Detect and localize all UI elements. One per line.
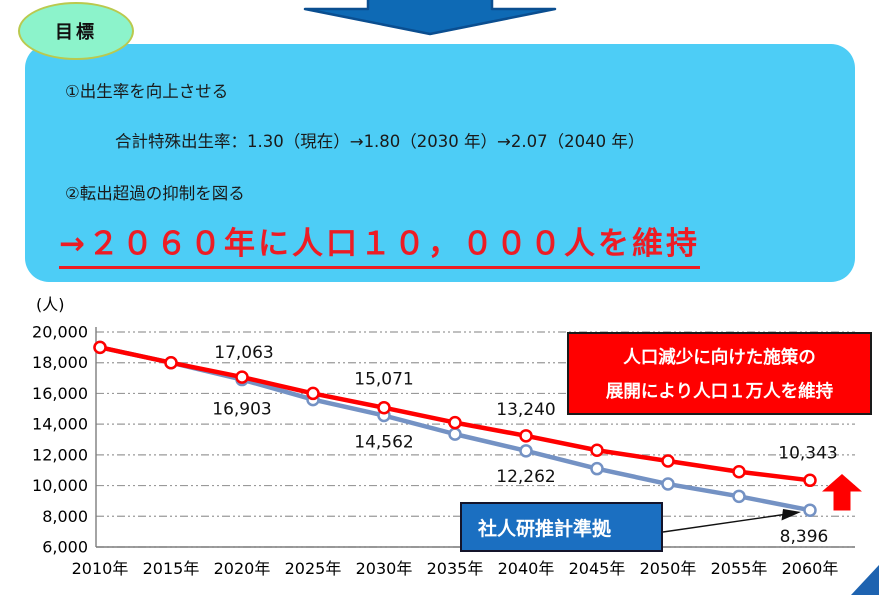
data-point-marker — [661, 454, 675, 468]
policy-callout: 人口減少に向けた施策の 展開により人口１万人を維持 — [567, 332, 872, 415]
x-tick-label: 2010年 — [72, 559, 129, 578]
up-arrow-icon — [822, 474, 862, 511]
y-tick-label: 20,000 — [32, 323, 88, 342]
policy-callout-line2: 展開により人口１万人を維持 — [605, 382, 834, 403]
data-point-marker — [306, 386, 320, 401]
x-tick-label: 2060年 — [782, 559, 839, 578]
y-tick-label: 16,000 — [32, 384, 88, 403]
y-tick-label: 14,000 — [32, 415, 88, 434]
data-point-marker — [519, 444, 533, 458]
data-point-label: 12,262 — [496, 467, 555, 487]
goal-panel: ①出生率を向上させる 合計特殊出生率：1.30（現在）→1.80（2030 年）… — [25, 44, 855, 282]
x-tick-label: 2045年 — [569, 559, 626, 578]
projection-callout: 社人研推計準拠 — [460, 502, 663, 552]
data-point-marker — [93, 340, 107, 355]
down-arrow-icon — [303, 0, 557, 36]
y-tick-label: 12,000 — [32, 445, 88, 464]
data-point-marker — [448, 427, 462, 441]
x-tick-label: 2035年 — [427, 559, 484, 578]
x-tick-label: 2055年 — [711, 559, 768, 578]
y-axis-unit-label: (人) — [36, 295, 65, 314]
goal-point-2: ②転出超過の抑制を図る — [65, 184, 245, 203]
data-point-label: 10,343 — [778, 443, 837, 463]
fertility-rate-detail: 合計特殊出生率：1.30（現在）→1.80（2030 年）→2.07（2040 … — [115, 132, 645, 151]
data-point-marker — [803, 503, 817, 517]
data-point-marker — [519, 429, 533, 443]
data-point-label: 8,396 — [780, 527, 829, 547]
corner-triangle-decoration — [851, 565, 879, 595]
data-point-label: 14,562 — [354, 433, 413, 453]
policy-callout-line1: 人口減少に向けた施策の — [623, 347, 816, 368]
y-tick-label: 18,000 — [32, 353, 88, 372]
x-tick-label: 2025年 — [285, 559, 342, 578]
data-point-marker — [732, 465, 746, 479]
data-point-marker — [164, 355, 178, 370]
data-point-marker — [590, 461, 604, 476]
y-tick-label: 6,000 — [42, 538, 88, 557]
data-point-marker — [235, 370, 249, 384]
goal-headline: →２０６０年に人口１０，０００人を維持 — [59, 218, 700, 269]
x-tick-label: 2020年 — [214, 559, 271, 578]
goal-badge: 目標 — [18, 2, 134, 60]
x-tick-label: 2040年 — [498, 559, 555, 578]
data-point-label: 13,240 — [496, 400, 555, 420]
data-point-label: 17,063 — [214, 343, 273, 363]
data-point-marker — [732, 489, 746, 504]
data-point-label: 16,903 — [212, 400, 271, 420]
goal-badge-label: 目標 — [55, 22, 97, 43]
data-point-marker — [803, 473, 817, 488]
data-point-marker — [377, 400, 391, 415]
x-tick-label: 2015年 — [143, 559, 200, 578]
data-point-marker — [590, 443, 604, 457]
connector-arrow — [662, 509, 801, 533]
y-tick-label: 10,000 — [32, 476, 88, 495]
data-point-marker — [448, 415, 462, 430]
x-tick-label: 2050年 — [640, 559, 697, 578]
chart-annotations — [662, 474, 862, 533]
y-tick-label: 8,000 — [42, 507, 88, 526]
x-tick-label: 2030年 — [356, 559, 413, 578]
goal-point-1: ①出生率を向上させる — [65, 82, 229, 101]
data-point-label: 15,071 — [354, 370, 413, 390]
data-point-marker — [661, 477, 675, 491]
population-projection-chart: (人) 20,000 18,000 16,000 14,000 12,000 10,000… — [0, 285, 879, 595]
